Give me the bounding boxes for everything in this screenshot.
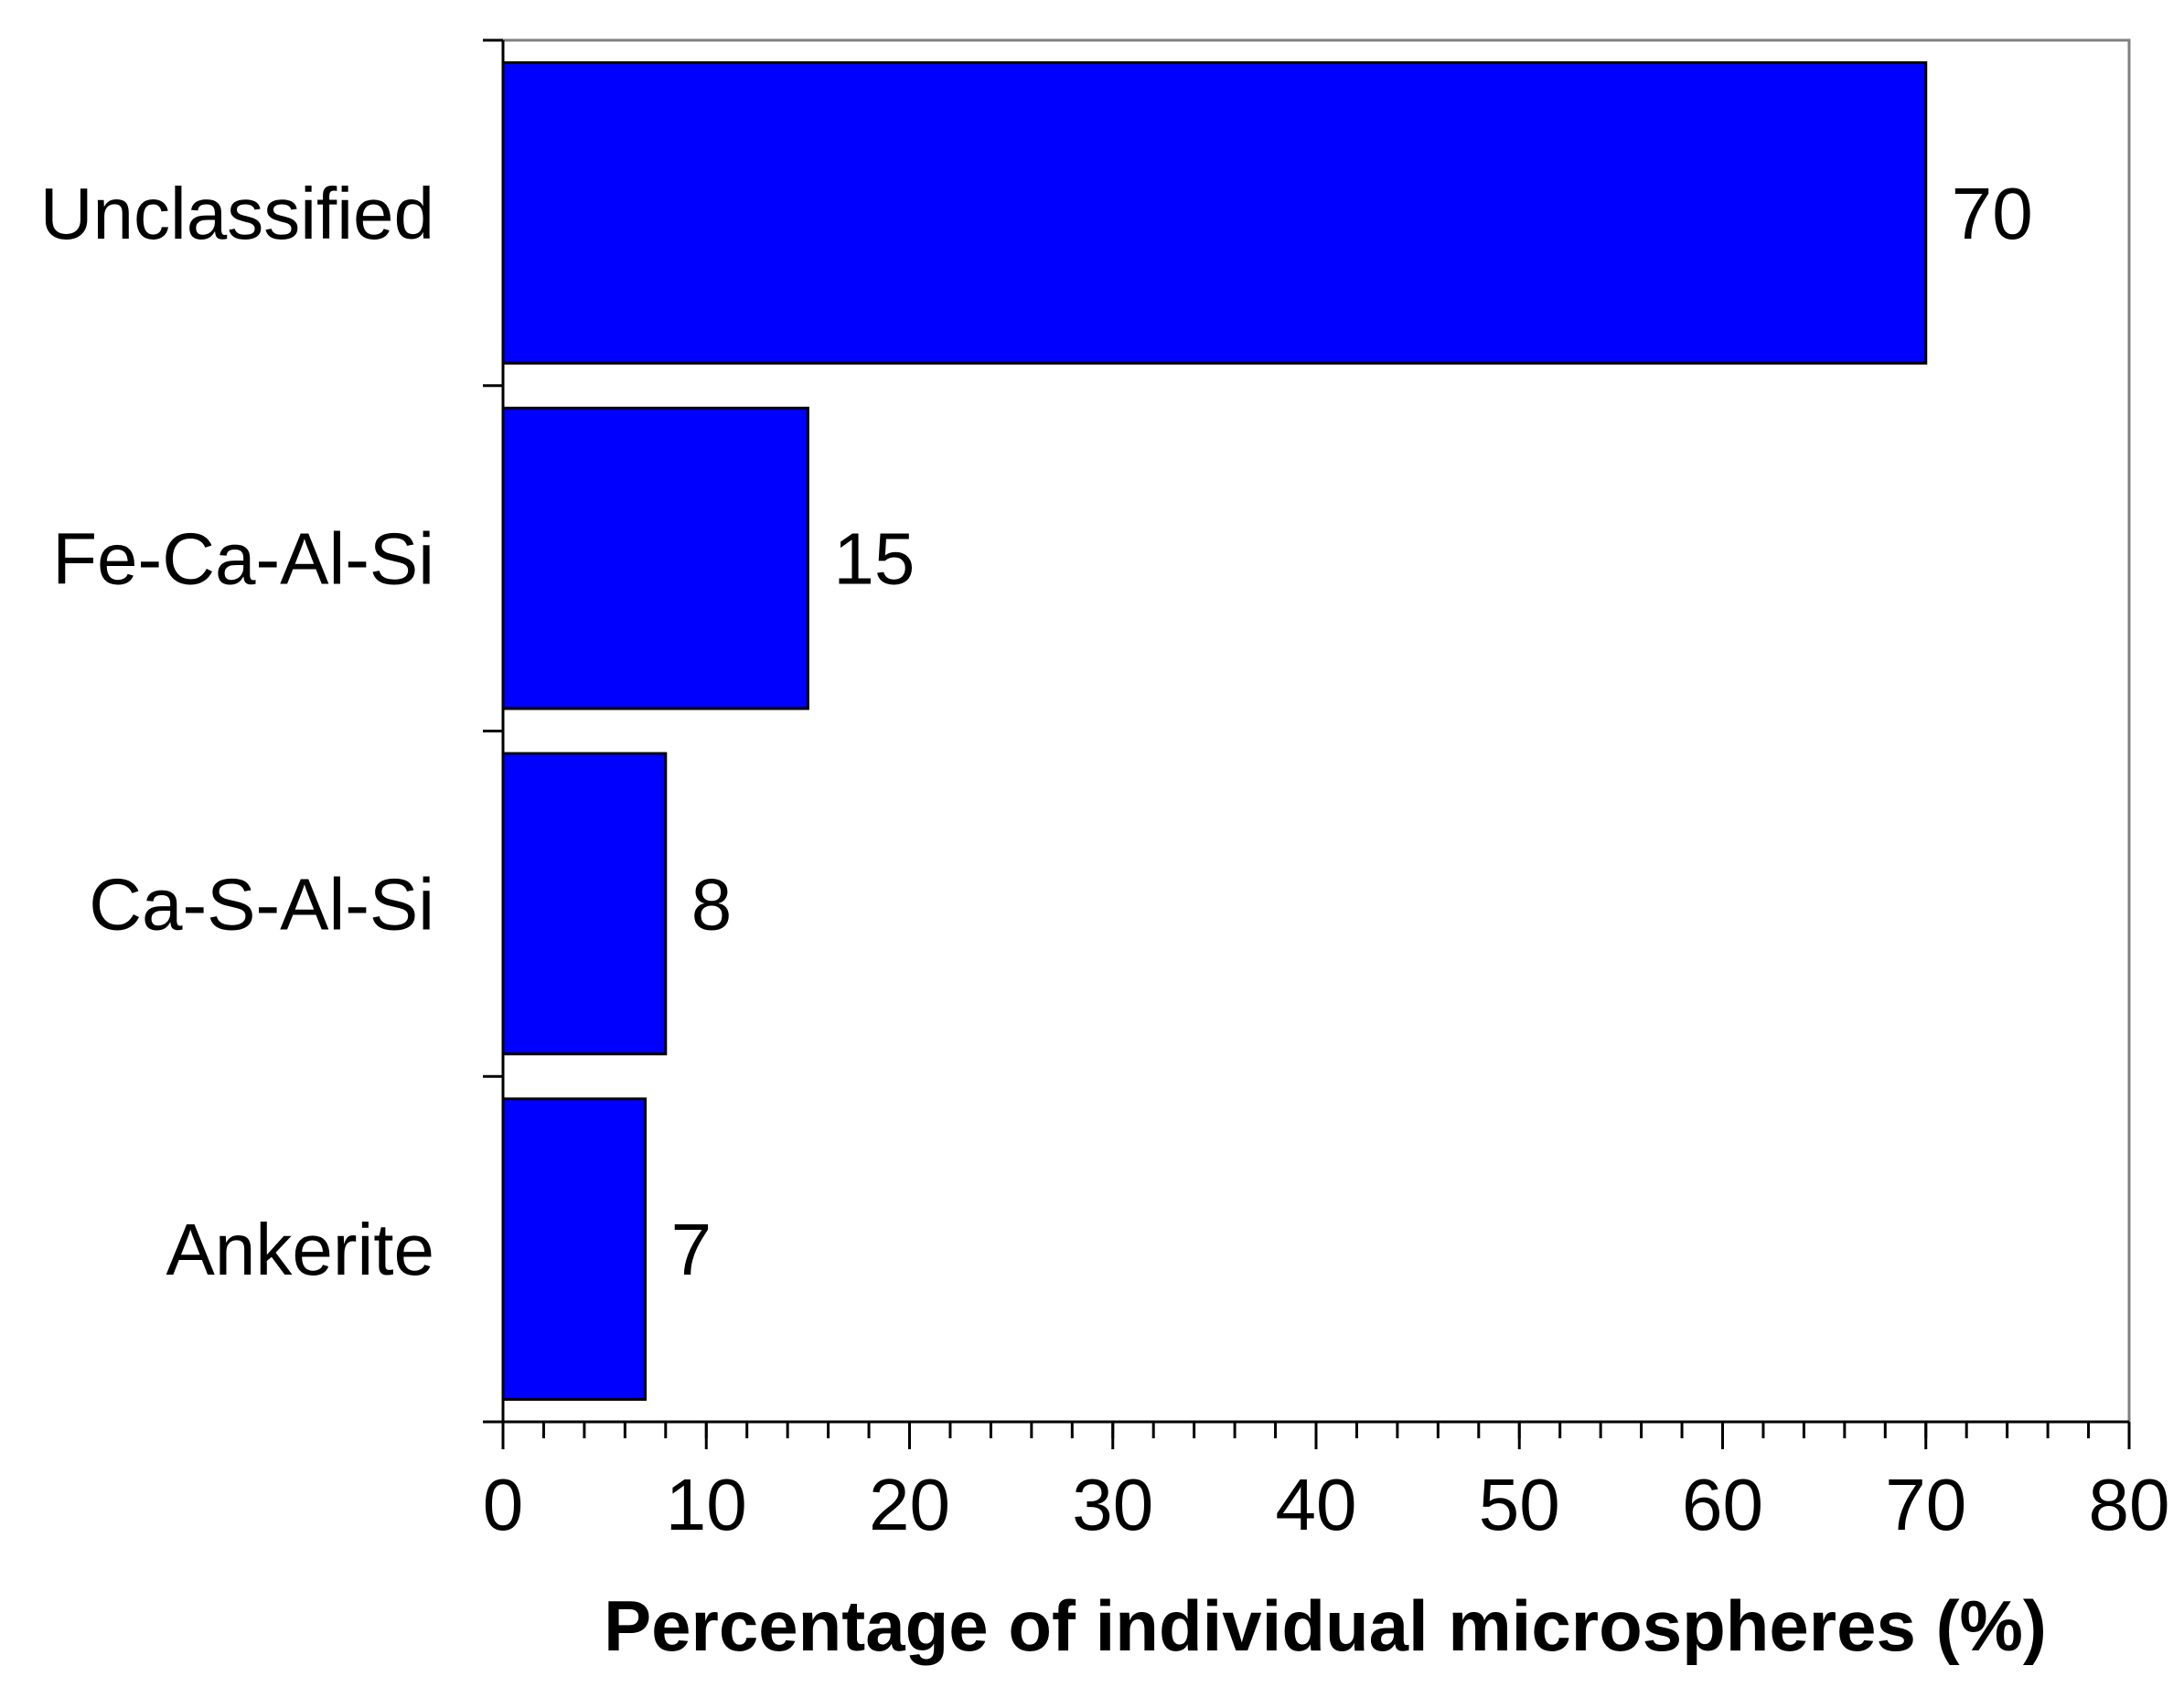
x-tick-label: 20 xyxy=(869,1464,950,1545)
bar-fe-ca-al-si xyxy=(501,406,809,710)
x-tick-label: 60 xyxy=(1682,1464,1763,1545)
data-label: 70 xyxy=(1952,173,2033,254)
bar-ca-s-al-si xyxy=(501,752,668,1056)
x-tick-label: 30 xyxy=(1072,1464,1153,1545)
category-label: Ca-S-Al-Si xyxy=(89,863,434,945)
axes-group xyxy=(483,38,2131,1449)
category-label: Fe-Ca-Al-Si xyxy=(52,518,434,600)
x-axis-title: Percentage of individual microspheres (%… xyxy=(604,1586,2047,1666)
x-tick-label: 80 xyxy=(2089,1464,2170,1545)
category-label: Unclassified xyxy=(40,173,434,254)
x-tick-label: 50 xyxy=(1479,1464,1560,1545)
bar-unclassified xyxy=(501,61,1928,365)
x-tick-label: 70 xyxy=(1885,1464,1966,1545)
data-label: 15 xyxy=(833,518,915,600)
x-tick-label: 10 xyxy=(666,1464,747,1545)
bars-group xyxy=(501,61,1928,1401)
data-label: 7 xyxy=(671,1209,712,1290)
x-tick-label: 0 xyxy=(483,1464,524,1545)
data-label: 8 xyxy=(691,863,733,945)
category-label: Ankerite xyxy=(166,1209,434,1290)
bar-ankerite xyxy=(501,1097,648,1401)
x-tick-label: 40 xyxy=(1276,1464,1357,1545)
